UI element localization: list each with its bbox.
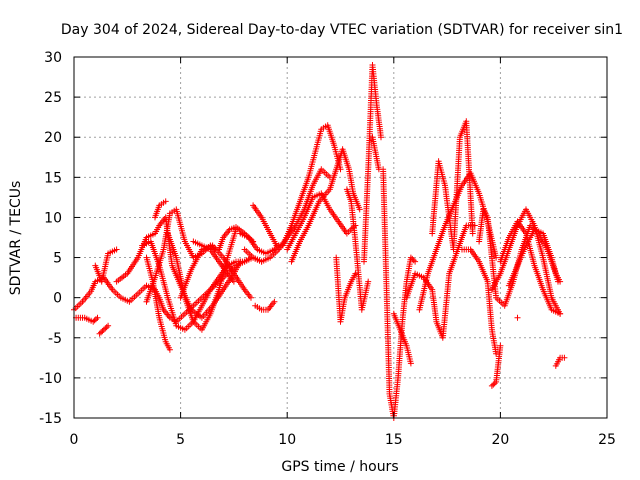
data-point-markers	[514, 314, 521, 321]
data-point-markers	[190, 238, 237, 285]
x-tick-label: 20	[491, 432, 509, 448]
series-track-16	[237, 230, 282, 257]
y-tick-label: -10	[39, 371, 62, 387]
y-tick-label: 0	[53, 291, 62, 307]
series-track-24	[380, 166, 419, 421]
series-track-3	[96, 322, 112, 337]
data-point-markers	[139, 238, 265, 333]
y-tick-label: -5	[48, 331, 62, 347]
data-point-markers	[164, 226, 239, 333]
data-point-markers	[333, 254, 359, 325]
series-track-6	[139, 238, 265, 333]
data-point-markers	[488, 342, 504, 389]
data-marks	[71, 62, 568, 421]
data-point-markers	[96, 322, 112, 337]
y-tick-label: 5	[53, 251, 62, 267]
y-tick-label: 25	[44, 90, 62, 106]
series-track-35	[552, 354, 568, 369]
series-track-36	[514, 314, 521, 321]
series-track-2	[73, 314, 101, 325]
axis-ticks: 0 5 10 15 20 25 -15 -10 -5 0 5 10 15 20 25 30	[39, 50, 616, 448]
data-point-markers	[343, 186, 372, 313]
data-point-markers	[73, 314, 101, 325]
data-point-markers	[92, 246, 120, 285]
data-point-markers	[429, 118, 476, 253]
y-axis-label: SDTVAR / TECUs	[8, 181, 24, 296]
data-point-markers	[369, 134, 382, 173]
series-track-19	[288, 146, 363, 265]
data-point-markers	[152, 198, 169, 221]
y-tick-label: 30	[44, 50, 62, 66]
data-point-markers	[390, 310, 414, 367]
data-point-markers	[380, 166, 419, 421]
x-axis-label: GPS time / hours	[281, 459, 398, 475]
y-tick-label: -15	[39, 411, 62, 427]
series-track-17	[252, 298, 278, 313]
data-point-markers	[252, 298, 278, 313]
series-track-9	[152, 198, 169, 221]
series-track-25	[390, 310, 414, 367]
x-tick-label: 0	[70, 432, 79, 448]
y-tick-label: 10	[44, 210, 62, 226]
x-tick-label: 15	[385, 432, 403, 448]
series-track-34	[505, 226, 561, 289]
data-point-markers	[403, 222, 478, 341]
series-track-21	[343, 186, 372, 313]
y-tick-label: 20	[44, 130, 62, 146]
series-track-29	[459, 246, 500, 357]
x-tick-label: 25	[598, 432, 616, 448]
series-track-22	[361, 62, 384, 265]
series-track-10	[164, 226, 239, 333]
data-point-markers	[459, 246, 500, 357]
data-point-markers	[552, 354, 568, 369]
series-track-12	[190, 238, 237, 285]
data-point-markers	[505, 226, 561, 289]
series-track-20	[333, 254, 359, 325]
series-track-26	[403, 222, 478, 341]
data-point-markers	[237, 230, 282, 257]
x-tick-label: 5	[176, 432, 185, 448]
series-track-28	[429, 118, 476, 253]
data-point-markers	[361, 62, 384, 265]
x-tick-label: 10	[278, 432, 296, 448]
data-point-markers	[288, 146, 363, 265]
chart-title: Day 304 of 2024, Sidereal Day-to-day VTE…	[61, 22, 623, 38]
series-track-4	[92, 246, 120, 285]
plot-frame	[73, 56, 608, 419]
series-track-30	[488, 342, 504, 389]
y-tick-label: 15	[44, 170, 62, 186]
series-track-23	[369, 134, 382, 173]
